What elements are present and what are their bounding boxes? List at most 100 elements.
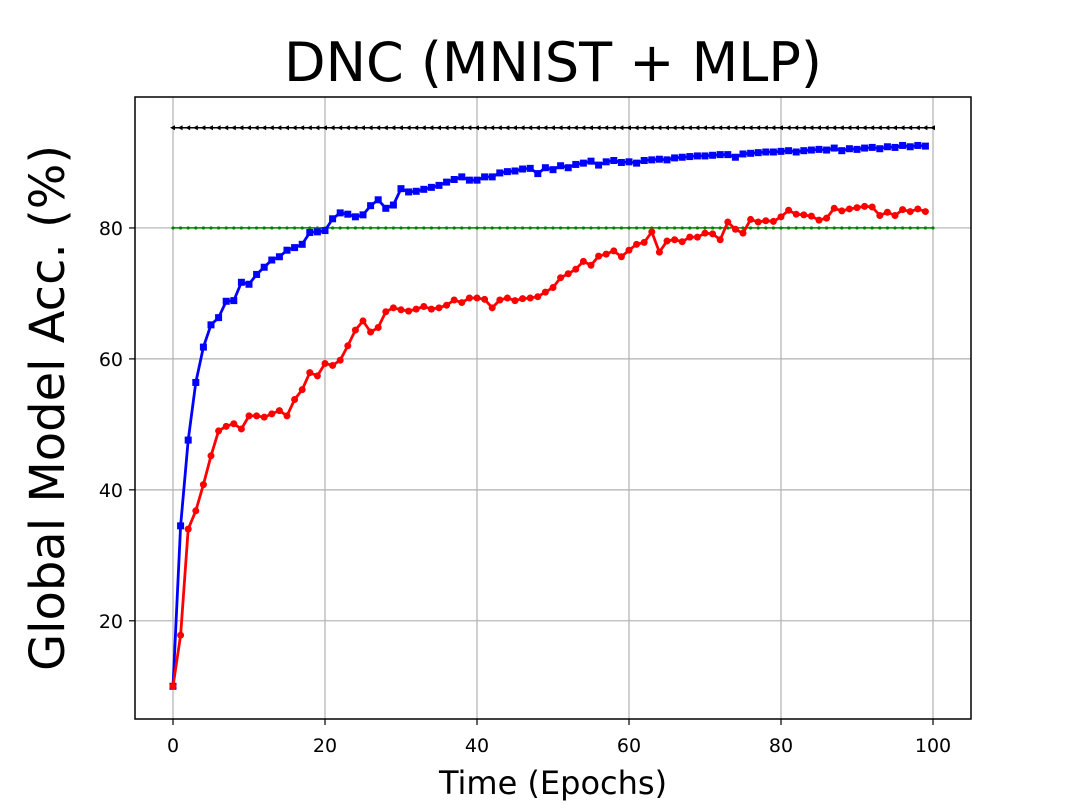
data-point: [390, 125, 396, 131]
data-point: [838, 147, 846, 155]
data-point: [277, 226, 281, 230]
data-point: [490, 226, 494, 230]
x-axis-label: Time (Epochs): [438, 764, 668, 802]
data-point: [579, 159, 587, 167]
data-point: [557, 162, 565, 170]
data-point: [427, 305, 435, 313]
data-point: [321, 359, 329, 367]
data-point: [237, 425, 245, 433]
data-point: [612, 226, 616, 230]
data-point: [899, 125, 905, 131]
data-point: [420, 303, 428, 311]
data-point: [665, 226, 669, 230]
data-point: [885, 226, 890, 230]
data-point: [215, 427, 223, 435]
data-point: [876, 212, 884, 220]
data-point: [443, 178, 451, 186]
data-point: [663, 156, 671, 164]
data-point: [633, 159, 641, 167]
data-point: [498, 226, 502, 230]
data-point: [247, 226, 251, 230]
data-point: [460, 226, 464, 230]
data-point: [602, 250, 610, 258]
data-point: [382, 125, 388, 131]
data-point: [800, 125, 806, 131]
data-point: [405, 188, 413, 196]
data-point: [597, 226, 601, 230]
data-point: [907, 125, 913, 131]
data-point: [344, 210, 352, 218]
data-point: [384, 226, 388, 230]
data-point: [450, 175, 458, 183]
data-point: [215, 314, 223, 322]
data-point: [678, 153, 686, 161]
data-point: [496, 296, 504, 304]
data-point: [663, 237, 671, 245]
data-point: [557, 274, 565, 282]
data-point: [169, 682, 177, 690]
data-point: [284, 125, 289, 131]
y-tick-label: 40: [99, 480, 123, 502]
data-point: [239, 226, 243, 230]
data-point: [451, 125, 457, 131]
data-point: [389, 304, 397, 312]
data-point: [505, 226, 509, 230]
data-point: [619, 226, 624, 230]
data-point: [762, 217, 770, 225]
data-point: [452, 226, 456, 230]
data-point: [832, 226, 836, 230]
data-point: [602, 158, 610, 166]
data-point: [648, 228, 656, 236]
data-point: [640, 157, 648, 165]
data-point: [787, 226, 791, 230]
data-point: [361, 226, 365, 230]
data-point: [344, 342, 352, 350]
data-point: [374, 196, 382, 204]
data-point: [883, 208, 891, 216]
x-tick-label: 20: [313, 735, 337, 757]
data-point: [237, 278, 245, 286]
data-point: [655, 248, 663, 256]
data-point: [352, 125, 358, 131]
data-point: [200, 125, 206, 131]
data-point: [222, 422, 230, 430]
data-point: [534, 125, 540, 131]
data-point: [770, 125, 776, 131]
data-point: [353, 226, 357, 230]
data-point: [481, 295, 489, 303]
data-point: [876, 125, 882, 131]
data-point: [397, 185, 405, 193]
data-point: [655, 155, 663, 163]
data-point: [785, 147, 793, 155]
data-point: [883, 143, 891, 151]
data-point: [709, 230, 717, 238]
data-point: [199, 343, 207, 351]
data-point: [255, 226, 259, 230]
data-point: [329, 125, 335, 131]
data-point: [617, 253, 625, 261]
data-point: [528, 226, 532, 230]
data-point: [863, 226, 867, 230]
data-point: [435, 181, 443, 189]
y-tick-label: 20: [99, 611, 123, 633]
data-point: [215, 125, 221, 131]
data-point: [815, 145, 823, 153]
data-point: [513, 226, 517, 230]
data-point: [201, 226, 205, 230]
data-point: [536, 226, 540, 230]
data-point: [626, 125, 631, 131]
data-point: [633, 240, 641, 248]
data-point: [170, 125, 175, 131]
data-point: [260, 413, 268, 421]
data-point: [270, 226, 274, 230]
data-point: [308, 226, 312, 230]
data-point: [794, 226, 798, 230]
data-point: [701, 229, 709, 237]
data-point: [618, 125, 624, 131]
data-point: [405, 307, 413, 315]
data-point: [230, 420, 238, 428]
data-point: [853, 204, 861, 212]
data-point: [831, 125, 837, 131]
data-point: [635, 226, 639, 230]
data-point: [321, 227, 329, 235]
